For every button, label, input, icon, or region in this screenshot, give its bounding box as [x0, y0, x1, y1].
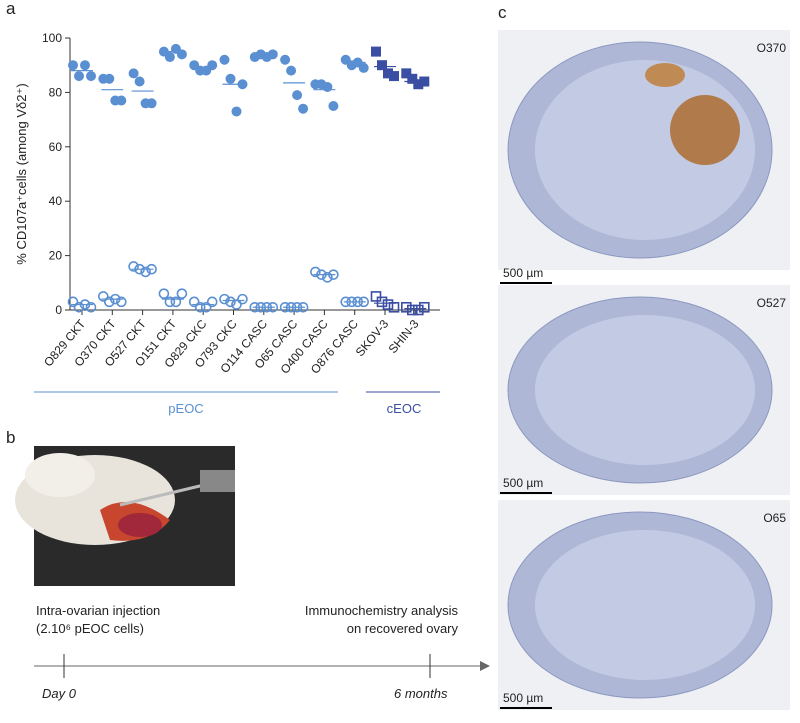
data-point: [328, 101, 339, 111]
data-point: [382, 299, 394, 310]
x-tick-label: SKOV-3: [353, 317, 392, 359]
data-point: [400, 301, 412, 313]
data-point: [401, 68, 412, 79]
data-point: [98, 291, 109, 302]
x-tick-label: SHIN-3: [386, 317, 422, 356]
data-point: [194, 301, 206, 313]
sample-label: O65: [763, 511, 786, 525]
data-point: [164, 52, 175, 63]
tissue-inner: [535, 315, 755, 465]
y-axis-label: % CD107a⁺cells (among Vδ2⁺): [14, 83, 29, 264]
y-tick-label: 80: [49, 85, 63, 99]
data-point: [85, 301, 97, 313]
data-point: [104, 73, 115, 84]
data-point: [176, 288, 188, 299]
data-point: [73, 301, 85, 313]
data-point: [231, 106, 242, 117]
histology-image: [498, 285, 790, 495]
scale-label: 500 µm: [503, 691, 543, 705]
tumor-stain: [645, 63, 685, 87]
timeline-text: (2.10⁶ pEOC cells): [36, 621, 144, 636]
data-point: [225, 296, 236, 308]
data-point: [206, 296, 218, 308]
mouse-photo: [15, 446, 235, 586]
data-point: [418, 301, 430, 313]
data-point: [104, 296, 115, 308]
group-label: pEOC: [168, 401, 203, 416]
data-point: [128, 261, 139, 272]
histology-image: [498, 500, 790, 710]
data-point: [225, 73, 236, 84]
y-tick-label: 60: [49, 140, 63, 154]
timeline-arrow: [480, 661, 490, 671]
sample-label: O527: [757, 296, 787, 310]
timeline-text: Immunochemistry analysis: [305, 603, 459, 618]
data-point: [407, 73, 418, 84]
data-point: [116, 95, 127, 106]
timeline-day: 6 months: [394, 686, 448, 701]
histology-image: [498, 30, 790, 270]
data-point: [80, 60, 90, 71]
data-point: [140, 266, 151, 278]
data-point: [86, 71, 96, 82]
group-label: cEOC: [387, 401, 422, 416]
data-point: [376, 296, 388, 308]
data-point: [146, 98, 157, 109]
data-point: [412, 304, 424, 316]
data-point: [322, 272, 333, 283]
data-point: [310, 266, 321, 278]
data-point: [116, 296, 127, 308]
data-point: [74, 71, 84, 82]
panel-label: c: [498, 3, 507, 22]
tissue-inner: [535, 530, 755, 680]
data-point: [292, 90, 303, 101]
y-tick-label: 100: [42, 31, 62, 45]
scale-label: 500 µm: [503, 476, 543, 490]
panel-label: a: [6, 0, 16, 18]
data-point: [267, 49, 278, 60]
data-point: [200, 301, 212, 313]
y-tick-label: 0: [55, 303, 62, 317]
panel-label: b: [6, 428, 15, 447]
sample-label: O370: [757, 41, 787, 55]
data-point: [389, 71, 399, 82]
timeline-text: Intra-ovarian injection: [36, 603, 160, 618]
data-point: [237, 293, 248, 305]
data-point: [158, 288, 170, 299]
scale-label: 500 µm: [503, 266, 543, 280]
data-point: [280, 54, 291, 65]
data-point: [298, 103, 309, 114]
data-point: [188, 296, 200, 308]
data-point: [67, 296, 79, 308]
data-point: [134, 76, 145, 87]
data-point: [377, 60, 387, 71]
data-point: [358, 62, 369, 73]
tumor-stain: [670, 95, 740, 165]
data-point: [371, 46, 381, 57]
data-point: [164, 296, 176, 308]
y-tick-label: 40: [49, 194, 63, 208]
data-point: [170, 296, 182, 308]
timeline-text: on recovered ovary: [347, 621, 459, 636]
data-point: [370, 291, 382, 302]
data-point: [128, 68, 139, 79]
data-point: [219, 54, 230, 65]
timeline-day: Day 0: [42, 686, 77, 701]
data-point: [219, 293, 230, 305]
data-point: [406, 304, 418, 316]
data-point: [286, 65, 297, 76]
data-point: [68, 60, 78, 71]
y-tick-label: 20: [49, 249, 63, 263]
